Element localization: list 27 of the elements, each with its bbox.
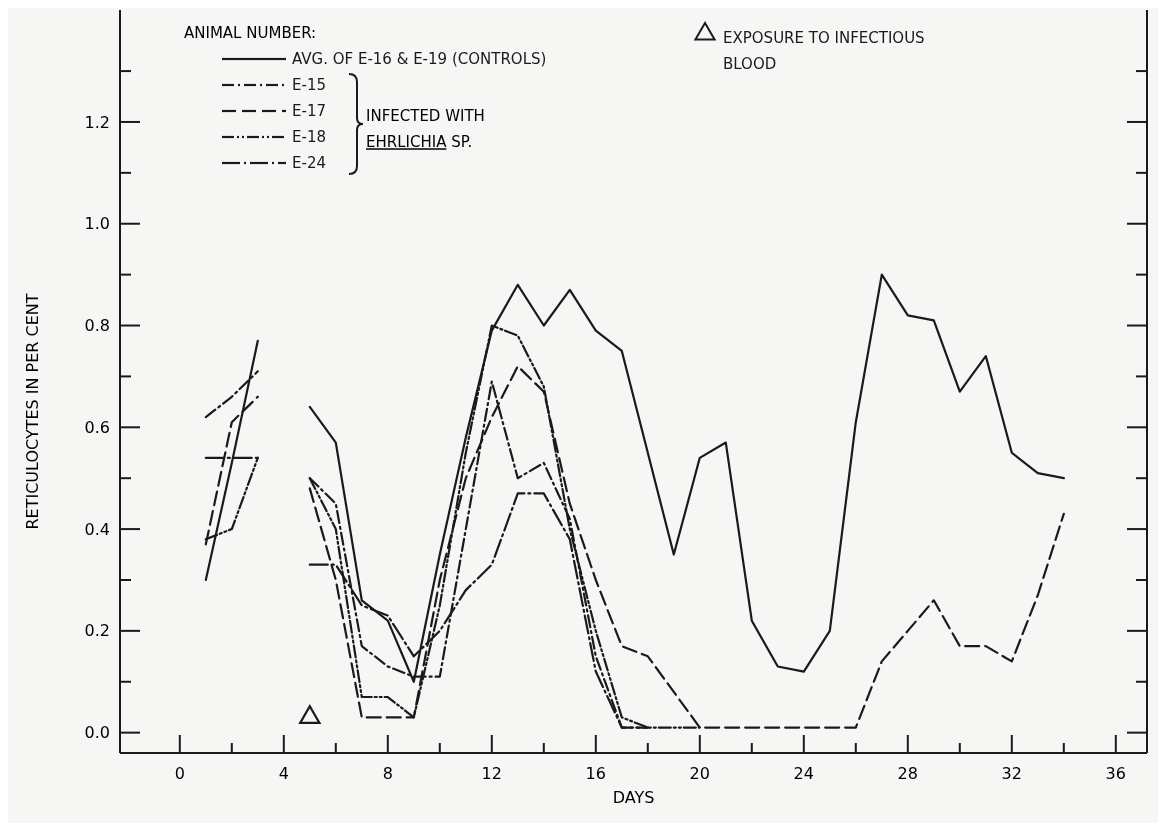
x-tick-label: 36 xyxy=(1105,764,1126,783)
x-tick-label: 4 xyxy=(278,764,289,783)
legend-label: E-15 xyxy=(292,76,326,95)
y-tick-label: 0.4 xyxy=(84,519,110,539)
y-tick-label: 0.8 xyxy=(84,316,110,336)
y-tick-label: 0.2 xyxy=(84,621,110,641)
y-tick-label: 1.0 xyxy=(84,214,110,234)
legend-title: ANIMAL NUMBER: xyxy=(184,24,317,42)
y-tick-label: 0.6 xyxy=(84,417,110,437)
x-tick-label: 12 xyxy=(481,764,502,783)
x-tick-label: 20 xyxy=(689,764,710,783)
legend-label: EXPOSURE TO INFECTIOUS BLOOD xyxy=(723,28,925,73)
x-tick-label: 32 xyxy=(1001,764,1022,783)
x-axis-title: DAYS xyxy=(612,788,655,807)
legend-label: E-18 xyxy=(292,128,326,147)
annotation: INFECTED WITH EHRLICHIA SP. xyxy=(366,107,485,152)
legend-label: E-24 xyxy=(292,154,326,173)
x-tick-label: 0 xyxy=(174,764,185,783)
x-tick-label: 8 xyxy=(382,764,393,783)
x-tick-label: 28 xyxy=(897,764,918,783)
y-tick-label: 1.2 xyxy=(84,112,110,132)
legend-label: E-17 xyxy=(292,102,326,121)
y-tick-label: 0.0 xyxy=(84,723,110,743)
x-tick-label: 24 xyxy=(793,764,814,783)
x-tick-label: 16 xyxy=(585,764,606,783)
legend-label: AVG. OF E-16 & E-19 (CONTROLS) xyxy=(292,50,547,69)
y-axis-title: RETICULOCYTES IN PER CENT xyxy=(23,293,42,530)
